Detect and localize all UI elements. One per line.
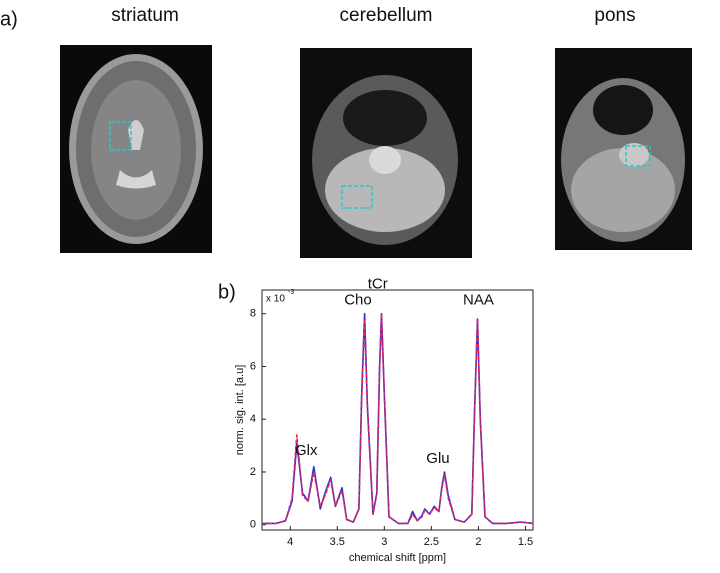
mri-image [555, 48, 692, 250]
image-title: striatum [111, 5, 179, 26]
y-multiplier: x 10 [266, 294, 285, 305]
spectrum-line [262, 312, 534, 525]
x-tick-label: 3 [381, 536, 387, 548]
spectrum-line [262, 312, 534, 525]
y-axis-label: norm. sig. int. [a.u] [234, 365, 246, 455]
y-tick-label: 0 [250, 519, 256, 531]
x-tick-label: 1.5 [518, 536, 533, 548]
x-tick-label: 2.5 [424, 536, 439, 548]
y-tick-label: 8 [250, 308, 256, 320]
x-tick-label: 2 [475, 536, 481, 548]
spectrum-plot: 0 2 4 6 8 4 3.5 3 2.5 2 1.5 x 10-3 chemical shift [p… [234, 276, 534, 564]
peak-label: Glx [295, 442, 318, 459]
y-tick-label: 6 [250, 360, 256, 372]
image-title: cerebellum [340, 5, 433, 26]
y-tick-label: 2 [250, 466, 256, 478]
peak-label: tCr [368, 276, 388, 293]
x-tick-label: 4 [287, 536, 293, 548]
y-multiplier-exponent: -3 [288, 289, 294, 296]
peak-label: Glu [426, 450, 449, 467]
mri-image [300, 48, 472, 258]
mri-image [60, 45, 212, 253]
plot-frame [261, 289, 534, 531]
peak-label: Cho [344, 292, 372, 309]
panel-label: b) [218, 281, 236, 303]
peak-label: NAA [463, 292, 494, 309]
image-title: pons [594, 5, 635, 26]
x-tick-label: 3.5 [330, 536, 345, 548]
x-axis-label: chemical shift [ppm] [349, 552, 446, 564]
y-tick-label: 4 [250, 413, 256, 425]
panel-label: a) [0, 8, 18, 30]
